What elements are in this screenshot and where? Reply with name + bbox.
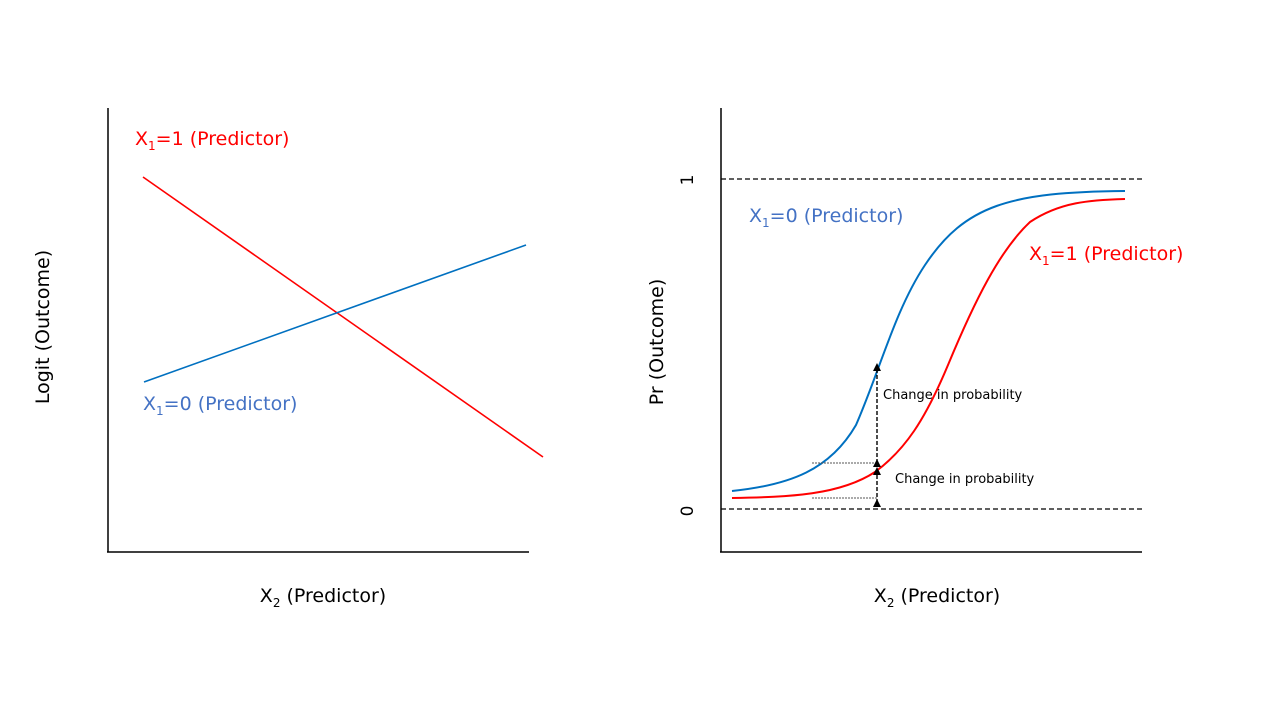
left-red-line [142, 176, 544, 458]
annotation-change-lower: Change in probability [895, 472, 1035, 487]
left-blue-line [143, 244, 527, 383]
left-panel: X1=1 (Predictor) X1=0 (Predictor) Logit … [32, 108, 544, 610]
left-series-label-x1-0: X1=0 (Predictor) [143, 393, 297, 418]
annotation-change-upper: Change in probability [883, 388, 1023, 403]
right-x-axis-label-main: X [874, 585, 887, 607]
right-series-label-x1-1-main: X [1029, 243, 1042, 265]
right-series-label-x1-0-sub: 1 [762, 216, 770, 230]
left-series-label-x1-1: X1=1 (Predictor) [135, 128, 289, 153]
left-series-label-x1-0-main: X [143, 393, 156, 415]
right-series-label-x1-0-rest: =0 (Predictor) [770, 205, 904, 227]
left-series-label-x1-1-main: X [135, 128, 148, 150]
right-series-label-x1-1: X1=1 (Predictor) [1029, 243, 1183, 268]
left-x-axis-label-main: X [260, 585, 273, 607]
left-series-label-x1-0-rest: =0 (Predictor) [164, 393, 298, 415]
right-series-label-x1-0-main: X [749, 205, 762, 227]
tick-label-0: 0 [678, 506, 698, 517]
right-red-curve [731, 198, 1126, 499]
left-x-axis-label-rest: (Predictor) [280, 585, 386, 607]
right-x-axis-label-rest: (Predictor) [894, 585, 1000, 607]
left-series-label-x1-1-rest: =1 (Predictor) [156, 128, 290, 150]
left-series-label-x1-0-sub: 1 [156, 404, 164, 418]
left-x-axis-label-sub: 2 [273, 596, 281, 610]
left-series-label-x1-1-sub: 1 [148, 139, 156, 153]
tick-label-1: 1 [678, 175, 698, 186]
left-x-axis-label: X2 (Predictor) [260, 585, 386, 610]
right-series-label-x1-0: X1=0 (Predictor) [749, 205, 903, 230]
right-blue-curve [731, 190, 1126, 492]
right-y-axis-label: Pr (Outcome) [646, 279, 668, 406]
right-series-label-x1-1-rest: =1 (Predictor) [1050, 243, 1184, 265]
right-x-axis-label-sub: 2 [887, 596, 895, 610]
right-series-label-x1-1-sub: 1 [1042, 254, 1050, 268]
right-x-axis-label: X2 (Predictor) [874, 585, 1000, 610]
left-y-axis-label: Logit (Outcome) [32, 250, 54, 404]
right-panel: 1 0 Change in probability Change in prob… [646, 108, 1183, 610]
